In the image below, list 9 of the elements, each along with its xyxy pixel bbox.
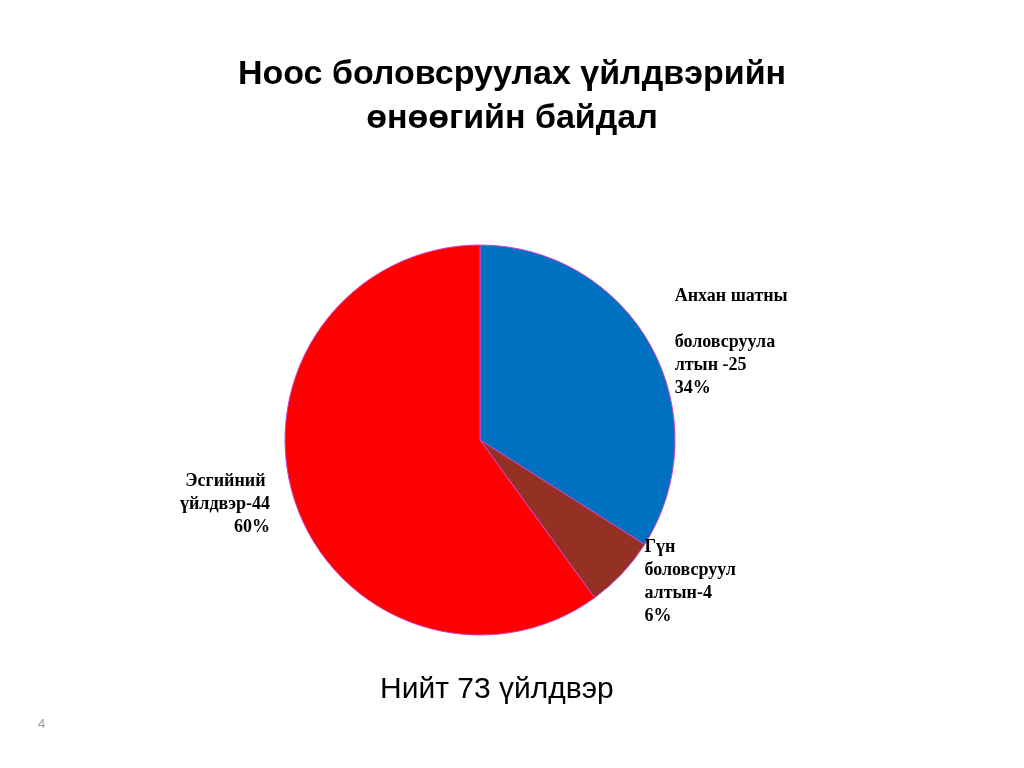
category-label: Анхан шатны боловсруулалтын -25	[674, 285, 788, 375]
data-label: 60%	[234, 516, 271, 537]
slice-label: Гүн боловсруулалтын-4	[644, 535, 736, 602]
text: 4	[38, 716, 46, 731]
text: Нийт 73 үйлдвэр	[380, 670, 614, 704]
data-label: 34%	[674, 377, 711, 398]
data-label: 6%	[644, 604, 672, 625]
slice-label: Эсгийний үйлдвэр-44	[179, 470, 271, 514]
chart-title: Ноос боловсруулах үйлдвэрийн өнөөгийн байдал	[237, 53, 787, 135]
